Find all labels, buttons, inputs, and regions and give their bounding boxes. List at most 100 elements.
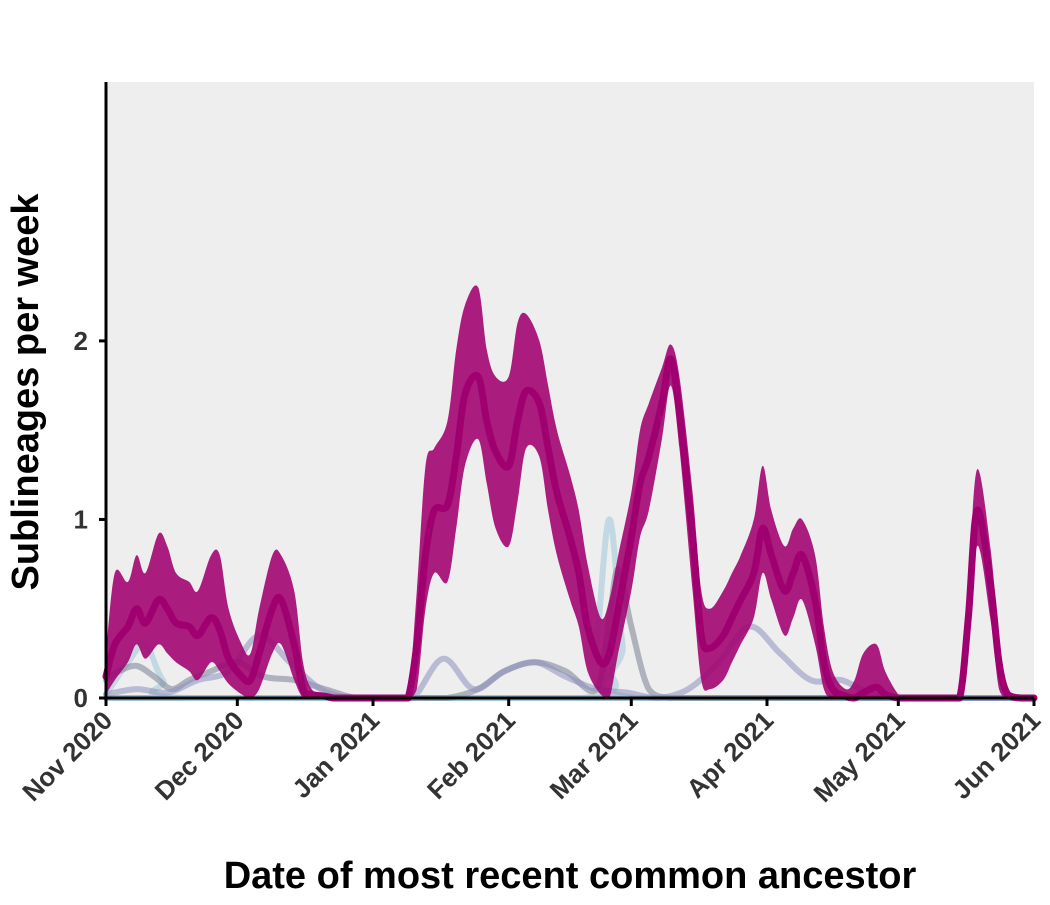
series-0-point — [272, 608, 273, 609]
series-0-point — [302, 689, 303, 690]
x-tick-label: Mar 2021 — [544, 705, 644, 805]
series-0-point — [587, 626, 588, 627]
series-3-point — [622, 644, 623, 645]
series-0-point — [784, 590, 785, 591]
y-tick-label: 0 — [74, 683, 88, 713]
y-tick-label: 1 — [74, 504, 88, 534]
series-0-point — [723, 635, 724, 636]
series-0-point — [508, 465, 509, 466]
series-0-point — [197, 635, 198, 636]
series-1-point — [443, 658, 444, 659]
series-0-point — [885, 694, 886, 695]
series-0-point — [486, 421, 487, 422]
series-1-point — [841, 680, 842, 681]
x-axis-title: Date of most recent common ancestor — [224, 855, 917, 897]
series-0-point — [189, 626, 190, 627]
y-axis-title: Sublineages per week — [5, 193, 47, 591]
series-2-point — [136, 665, 137, 666]
series-0-point — [609, 653, 610, 654]
series-2-point — [565, 671, 566, 672]
series-0-point — [434, 510, 435, 511]
series-1-point — [504, 671, 505, 672]
x-ticks: Nov 2020 Dec 2020 Jan 2021 Feb 2021 Mar 2021… — [16, 698, 1046, 808]
series-0-point — [863, 692, 864, 693]
series-1-point — [167, 692, 168, 693]
series-0-point — [447, 505, 448, 506]
series-0-point — [998, 662, 999, 663]
series-0-point — [578, 572, 579, 573]
series-0-ci-band — [106, 285, 1034, 698]
series-0-point — [228, 658, 229, 659]
series-0-point — [618, 608, 619, 609]
series-0-point — [600, 662, 601, 663]
series-0-point — [456, 456, 457, 457]
series-0-point — [661, 403, 662, 404]
x-tick-label: Feb 2021 — [421, 705, 521, 805]
series-0-point — [801, 555, 802, 556]
y-tick-label: 2 — [74, 326, 88, 356]
series-0-point — [876, 687, 877, 688]
x-tick-label: Dec 2020 — [149, 705, 250, 806]
series-2-point — [648, 689, 649, 690]
series-0-point — [990, 581, 991, 582]
series-0-point — [250, 680, 251, 681]
series-0-point — [771, 555, 772, 556]
series-0-point — [311, 694, 312, 695]
series-0-point — [158, 599, 159, 600]
series-1-point — [534, 662, 535, 663]
series-0-line — [102, 355, 1038, 702]
series-2-point — [631, 626, 632, 627]
series-0-point — [968, 617, 969, 618]
series-0-point — [556, 492, 557, 493]
series-0-point — [167, 608, 168, 609]
series-1-point — [626, 692, 627, 693]
series-1-point — [810, 680, 811, 681]
series-0-point — [294, 644, 295, 645]
series-0-point — [145, 622, 146, 623]
series-0-point — [219, 630, 220, 631]
series-0-point — [692, 537, 693, 538]
series-1-point — [473, 689, 474, 690]
series-0-point — [762, 528, 763, 529]
series-2-point — [211, 671, 212, 672]
series-0-point — [710, 647, 711, 648]
x-tick-label: May 2021 — [808, 705, 911, 808]
series-0-point — [259, 653, 260, 654]
series-3-point — [609, 519, 610, 520]
x-tick-label: Apr 2021 — [680, 705, 779, 804]
series-1-point — [320, 689, 321, 690]
series-1-point — [688, 689, 689, 690]
series-0 — [102, 285, 1038, 702]
x-tick-label: Jun 2021 — [946, 705, 1046, 805]
series-0-point — [648, 456, 649, 457]
series-0-point — [281, 599, 282, 600]
series-0-point — [526, 390, 527, 391]
series-0-point — [416, 644, 417, 645]
series-0-point — [679, 412, 680, 413]
series-0-point — [670, 358, 671, 359]
series-3 — [103, 516, 1037, 702]
series-0-point — [548, 447, 549, 448]
series-0-point — [464, 394, 465, 395]
x-tick-label: Jan 2021 — [286, 705, 385, 804]
series-0-point — [175, 622, 176, 623]
series-0-point — [753, 572, 754, 573]
series-0-point — [793, 572, 794, 573]
series-0-point — [731, 617, 732, 618]
x-tick-label: Nov 2020 — [16, 705, 118, 807]
series-0-point — [425, 555, 426, 556]
series-0-point — [815, 599, 816, 600]
series-0-point — [136, 608, 137, 609]
series-0-point — [539, 403, 540, 404]
series-1-point — [565, 676, 566, 677]
series-0-point — [211, 617, 212, 618]
series-3-line — [103, 516, 1037, 702]
series-1-point — [780, 653, 781, 654]
series-0-point — [977, 510, 978, 511]
series-0-point — [495, 451, 496, 452]
series-0-point — [569, 537, 570, 538]
series-1-point — [136, 689, 137, 690]
y-ticks: 0 1 2 — [74, 326, 106, 713]
